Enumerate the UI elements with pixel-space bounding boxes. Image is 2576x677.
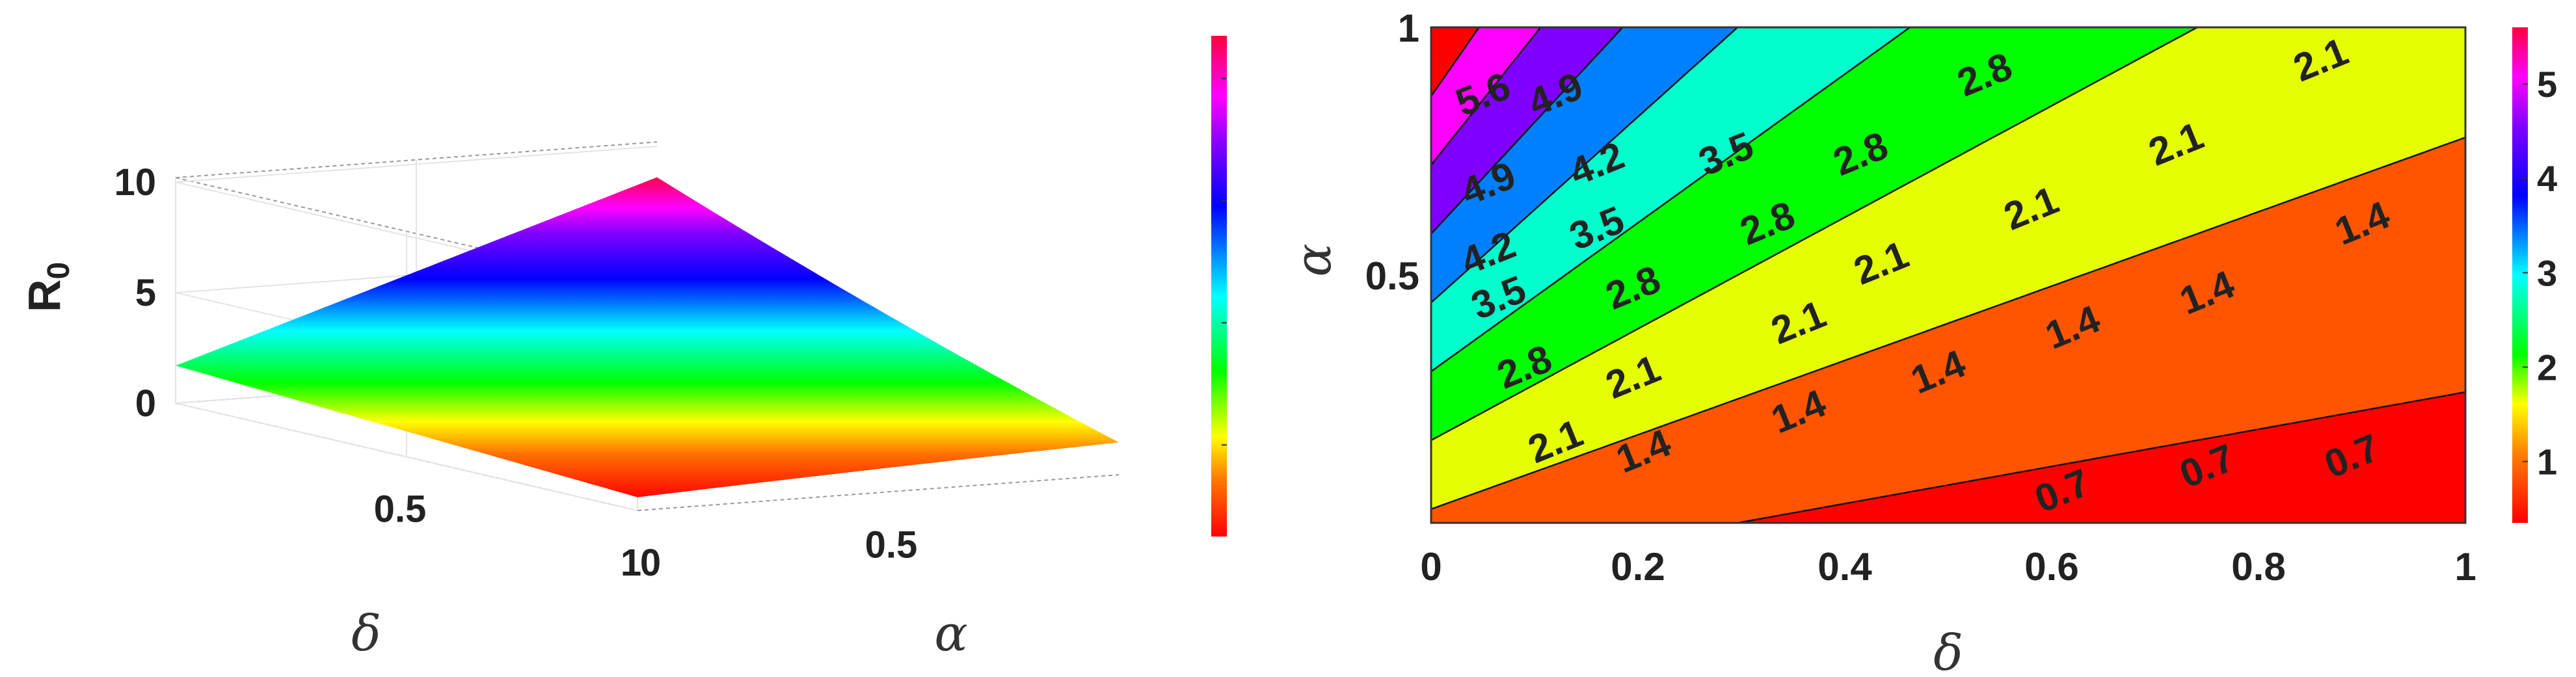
contour-x-tick: 1 xyxy=(2454,545,2476,589)
grid-line xyxy=(175,141,658,179)
surface-x-tick: 1 xyxy=(621,542,641,584)
contour-chart: 5.6 4.94.9 4.24.23.53.53.52.82.82.82.82.82… xyxy=(1284,7,2557,677)
surface-z-tick: 10 xyxy=(114,161,156,204)
surface-x-axis-label: δ xyxy=(351,604,381,662)
contour-colorbar-ticks: 1 2 3 4 5 xyxy=(2523,64,2557,483)
grid-line xyxy=(637,474,1120,511)
contour-line xyxy=(1431,27,1739,304)
surface-plane xyxy=(176,177,1119,498)
contour-x-axis-label: δ xyxy=(1933,624,1963,677)
contour-y-tick: 0.5 xyxy=(1365,254,1419,298)
contour-line xyxy=(1431,27,1912,373)
contour-x-tick: 0 xyxy=(1420,545,1442,589)
surface-colorbar-ticks: 2468 xyxy=(1222,77,1227,446)
surface-colorbar xyxy=(1211,36,1227,537)
surface-z-tick: 0 xyxy=(135,382,156,425)
contour-x-tick: 0.2 xyxy=(1611,545,1665,589)
contour-x-tick: 0.4 xyxy=(1818,545,1872,589)
contour-x-tick: 0.8 xyxy=(2231,545,2285,589)
contour-colorbar-tick: 3 xyxy=(2537,252,2557,293)
surface-y-tick: 0.5 xyxy=(865,524,918,566)
contour-line xyxy=(1732,391,2465,523)
contour-y-axis-label: α xyxy=(1284,243,1342,276)
surface-x-tick: 0.5 xyxy=(374,488,427,531)
contour-colorbar-tick: 5 xyxy=(2537,64,2557,105)
contour-colorbar-tick: 2 xyxy=(2537,347,2557,388)
contour-level-lines xyxy=(1431,27,2465,523)
contour-y-tick: 1 xyxy=(1398,7,1419,50)
contour-plot-frame xyxy=(1430,26,2467,524)
surface-z-tick: 5 xyxy=(135,272,156,314)
contour-tick-labels: 0 0.2 0.4 0.6 0.8 1 0.5 1 xyxy=(1365,7,2476,589)
surface-y-tick: 0 xyxy=(640,542,661,584)
contour-line xyxy=(1431,27,1624,235)
contour-line xyxy=(1431,137,2465,510)
contour-colorbar xyxy=(2512,27,2528,523)
contour-x-tick: 0.6 xyxy=(2024,545,2078,589)
contour-colorbar-tick: 1 xyxy=(2537,442,2557,483)
contour-colorbar-tick: 4 xyxy=(2537,158,2557,199)
contour-line xyxy=(1431,27,2199,442)
surface-y-axis-label: α xyxy=(934,604,967,662)
surface-z-axis-label: R0 xyxy=(19,262,76,312)
